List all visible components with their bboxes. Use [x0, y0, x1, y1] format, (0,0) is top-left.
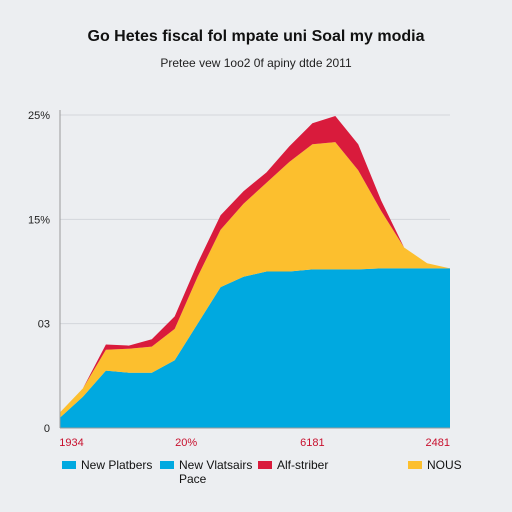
chart-legend: New Platbers New Vlatsairs Pace Alf-stri… — [0, 458, 512, 498]
legend-swatch — [160, 461, 174, 469]
x-tick-label: 2481 — [426, 437, 450, 449]
x-tick-label: 6181 — [300, 437, 324, 449]
area-series-2 — [60, 142, 450, 418]
legend-swatch — [258, 461, 272, 469]
legend-label: New Platbers — [81, 458, 153, 472]
x-tick-label: 20% — [175, 437, 197, 449]
axes — [59, 110, 450, 429]
tick-labels: 0 03 15% 25% 1934 20% 6181 2481 — [28, 110, 450, 449]
chart-subtitle: Pretee vew 1oo2 0f apiny dtde 2011 — [160, 56, 352, 70]
legend-label: New Vlatsairs Pace — [179, 458, 253, 486]
legend-label: NOUS — [427, 458, 462, 472]
legend-item-2: New Vlatsairs Pace — [160, 458, 252, 486]
area-series-group — [60, 116, 450, 428]
y-tick-label: 0 — [44, 423, 50, 435]
x-tick-label: 1934 — [59, 437, 83, 449]
y-tick-label: 03 — [38, 319, 50, 331]
legend-swatch — [62, 461, 76, 469]
area-series-1 — [60, 268, 450, 428]
legend-item-3: Alf-striber — [258, 458, 328, 472]
area-series-3 — [60, 116, 450, 413]
y-tick-label: 15% — [28, 214, 50, 226]
legend-item-1: New Platbers — [62, 458, 152, 472]
legend-label: Alf-striber — [277, 458, 329, 472]
legend-item-4: NOUS — [408, 458, 462, 472]
y-tick-label: 25% — [28, 110, 50, 122]
legend-swatch — [408, 461, 422, 469]
chart-title: Go Hetes fiscal fol mpate uni Soal my mo… — [87, 28, 425, 45]
